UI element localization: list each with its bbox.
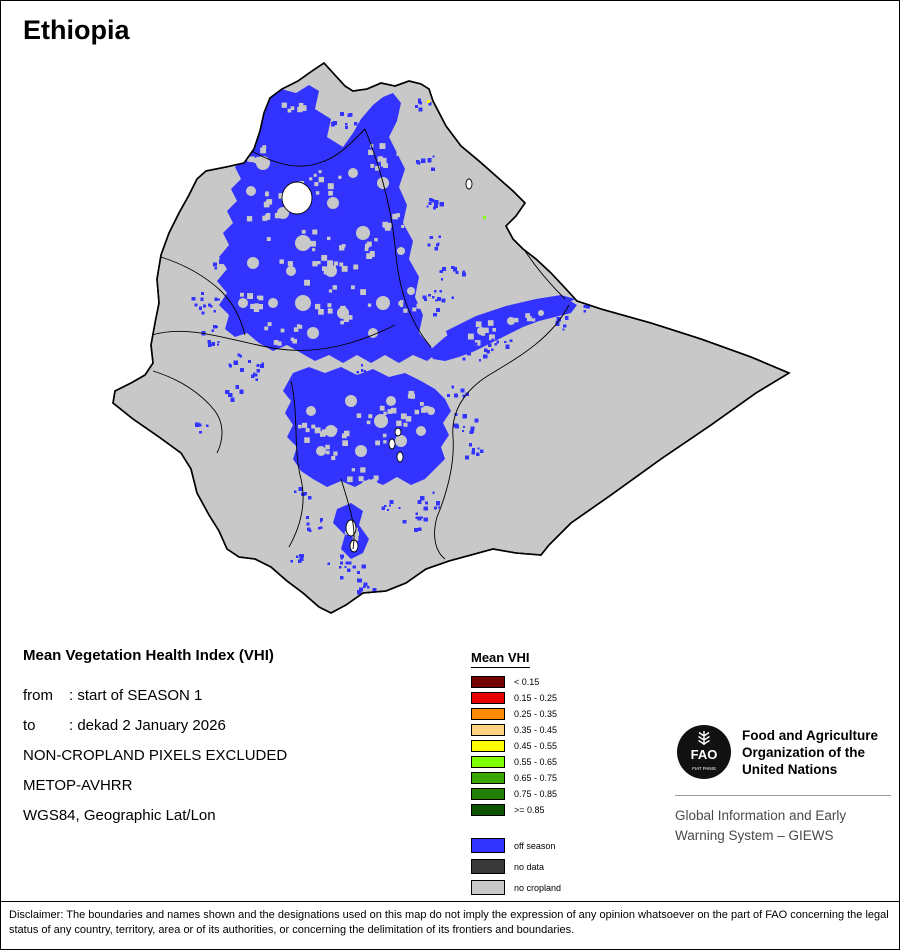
legend-row: < 0.15 (471, 676, 561, 688)
page-title: Ethiopia (23, 15, 130, 45)
ethiopia-vhi-map (112, 62, 790, 614)
legend-swatch (471, 772, 505, 784)
org-divider (675, 795, 891, 796)
legend-swatch (471, 692, 505, 704)
info-row-value: : start of SEASON 1 (69, 686, 203, 704)
legend-row: >= 0.85 (471, 804, 561, 816)
legend-row: no data (471, 859, 561, 874)
info-row-noncropland: NON-CROPLAND PIXELS EXCLUDED (23, 740, 287, 770)
fao-giews-block: FAO FIAT PANIS Food and Agriculture Orga… (675, 723, 891, 846)
legend-title: Mean VHI (471, 650, 530, 668)
map-info-block: Mean Vegetation Health Index (VHI) from … (23, 647, 287, 830)
legend-swatch (471, 676, 505, 688)
info-row-label: to (23, 716, 36, 734)
fao-motto: FIAT PANIS (692, 766, 716, 771)
info-row-value: : dekad 2 January 2026 (69, 716, 226, 734)
land-texture (237, 102, 544, 541)
info-row-sensor: METOP-AVHRR (23, 770, 287, 800)
info-row-projection: WGS84, Geographic Lat/Lon (23, 800, 287, 830)
legend-swatch (471, 756, 505, 768)
legend-label: 0.75 - 0.85 (514, 789, 558, 799)
legend-label: >= 0.85 (514, 805, 545, 815)
org-name-line: United Nations (742, 761, 838, 777)
giews-label: Global Information and Early Warning Sys… (675, 806, 891, 846)
legend-label: < 0.15 (514, 677, 540, 687)
disclaimer-text: Disclaimer: The boundaries and names sho… (9, 909, 889, 936)
fao-logo: FAO FIAT PANIS (677, 725, 731, 779)
legend-swatch (471, 724, 505, 736)
admin-boundaries (151, 128, 570, 560)
legend-swatch (471, 708, 505, 720)
wheat-icon (698, 731, 710, 745)
legend-label: 0.25 - 0.35 (514, 709, 558, 719)
legend-label: no data (514, 861, 545, 872)
legend-row: 0.35 - 0.45 (471, 724, 561, 736)
legend-row: off season (471, 838, 561, 853)
legend-label: no cropland (514, 882, 562, 893)
legend-row: 0.25 - 0.35 (471, 708, 561, 720)
legend-row: 0.65 - 0.75 (471, 772, 561, 784)
giews-line: Warning System – GIEWS (675, 828, 834, 843)
legend-swatch (471, 788, 505, 800)
legend-label: 0.35 - 0.45 (514, 725, 558, 735)
info-row-from: from : start of SEASON 1 (23, 680, 287, 710)
info-row-value: METOP-AVHRR (23, 776, 133, 794)
legend-swatch (471, 880, 505, 895)
legend-row: no cropland (471, 880, 561, 895)
info-row-label: from (23, 686, 53, 704)
vhi-pixel-green (483, 216, 486, 219)
off-season-speckles (191, 98, 590, 595)
info-row-to: to : dekad 2 January 2026 (23, 710, 287, 740)
legend-swatch (471, 740, 505, 752)
org-name-line: Food and Agriculture (742, 727, 878, 743)
legend-label: 0.55 - 0.65 (514, 757, 558, 767)
info-row-value: NON-CROPLAND PIXELS EXCLUDED (23, 746, 288, 764)
legend-extra: off season no data no cropland (471, 838, 561, 895)
legend-row: 0.15 - 0.25 (471, 692, 561, 704)
legend-row: 0.75 - 0.85 (471, 788, 561, 800)
info-row-value: WGS84, Geographic Lat/Lon (23, 806, 216, 824)
legend: Mean VHI < 0.15 0.15 - 0.25 0.25 - 0.35 … (471, 649, 561, 901)
legend-row: 0.45 - 0.55 (471, 740, 561, 752)
info-heading: Mean Vegetation Health Index (VHI) (23, 647, 274, 664)
org-name-line: Organization of the (742, 744, 865, 760)
lake-tana (281, 181, 313, 215)
fao-acronym: FAO (691, 747, 718, 762)
legend-swatch (471, 838, 505, 853)
org-name: Food and Agriculture Organization of the… (742, 727, 878, 778)
lakes (281, 178, 473, 553)
legend-label: off season (514, 840, 556, 851)
legend-label: 0.65 - 0.75 (514, 773, 558, 783)
legend-swatch (471, 804, 505, 816)
footer-divider (1, 901, 899, 902)
legend-row: 0.55 - 0.65 (471, 756, 561, 768)
legend-swatch (471, 859, 505, 874)
vhi-pixel-yellow (427, 100, 430, 103)
legend-label: 0.15 - 0.25 (514, 693, 558, 703)
legend-label: 0.45 - 0.55 (514, 741, 558, 751)
giews-line: Global Information and Early (675, 808, 847, 823)
